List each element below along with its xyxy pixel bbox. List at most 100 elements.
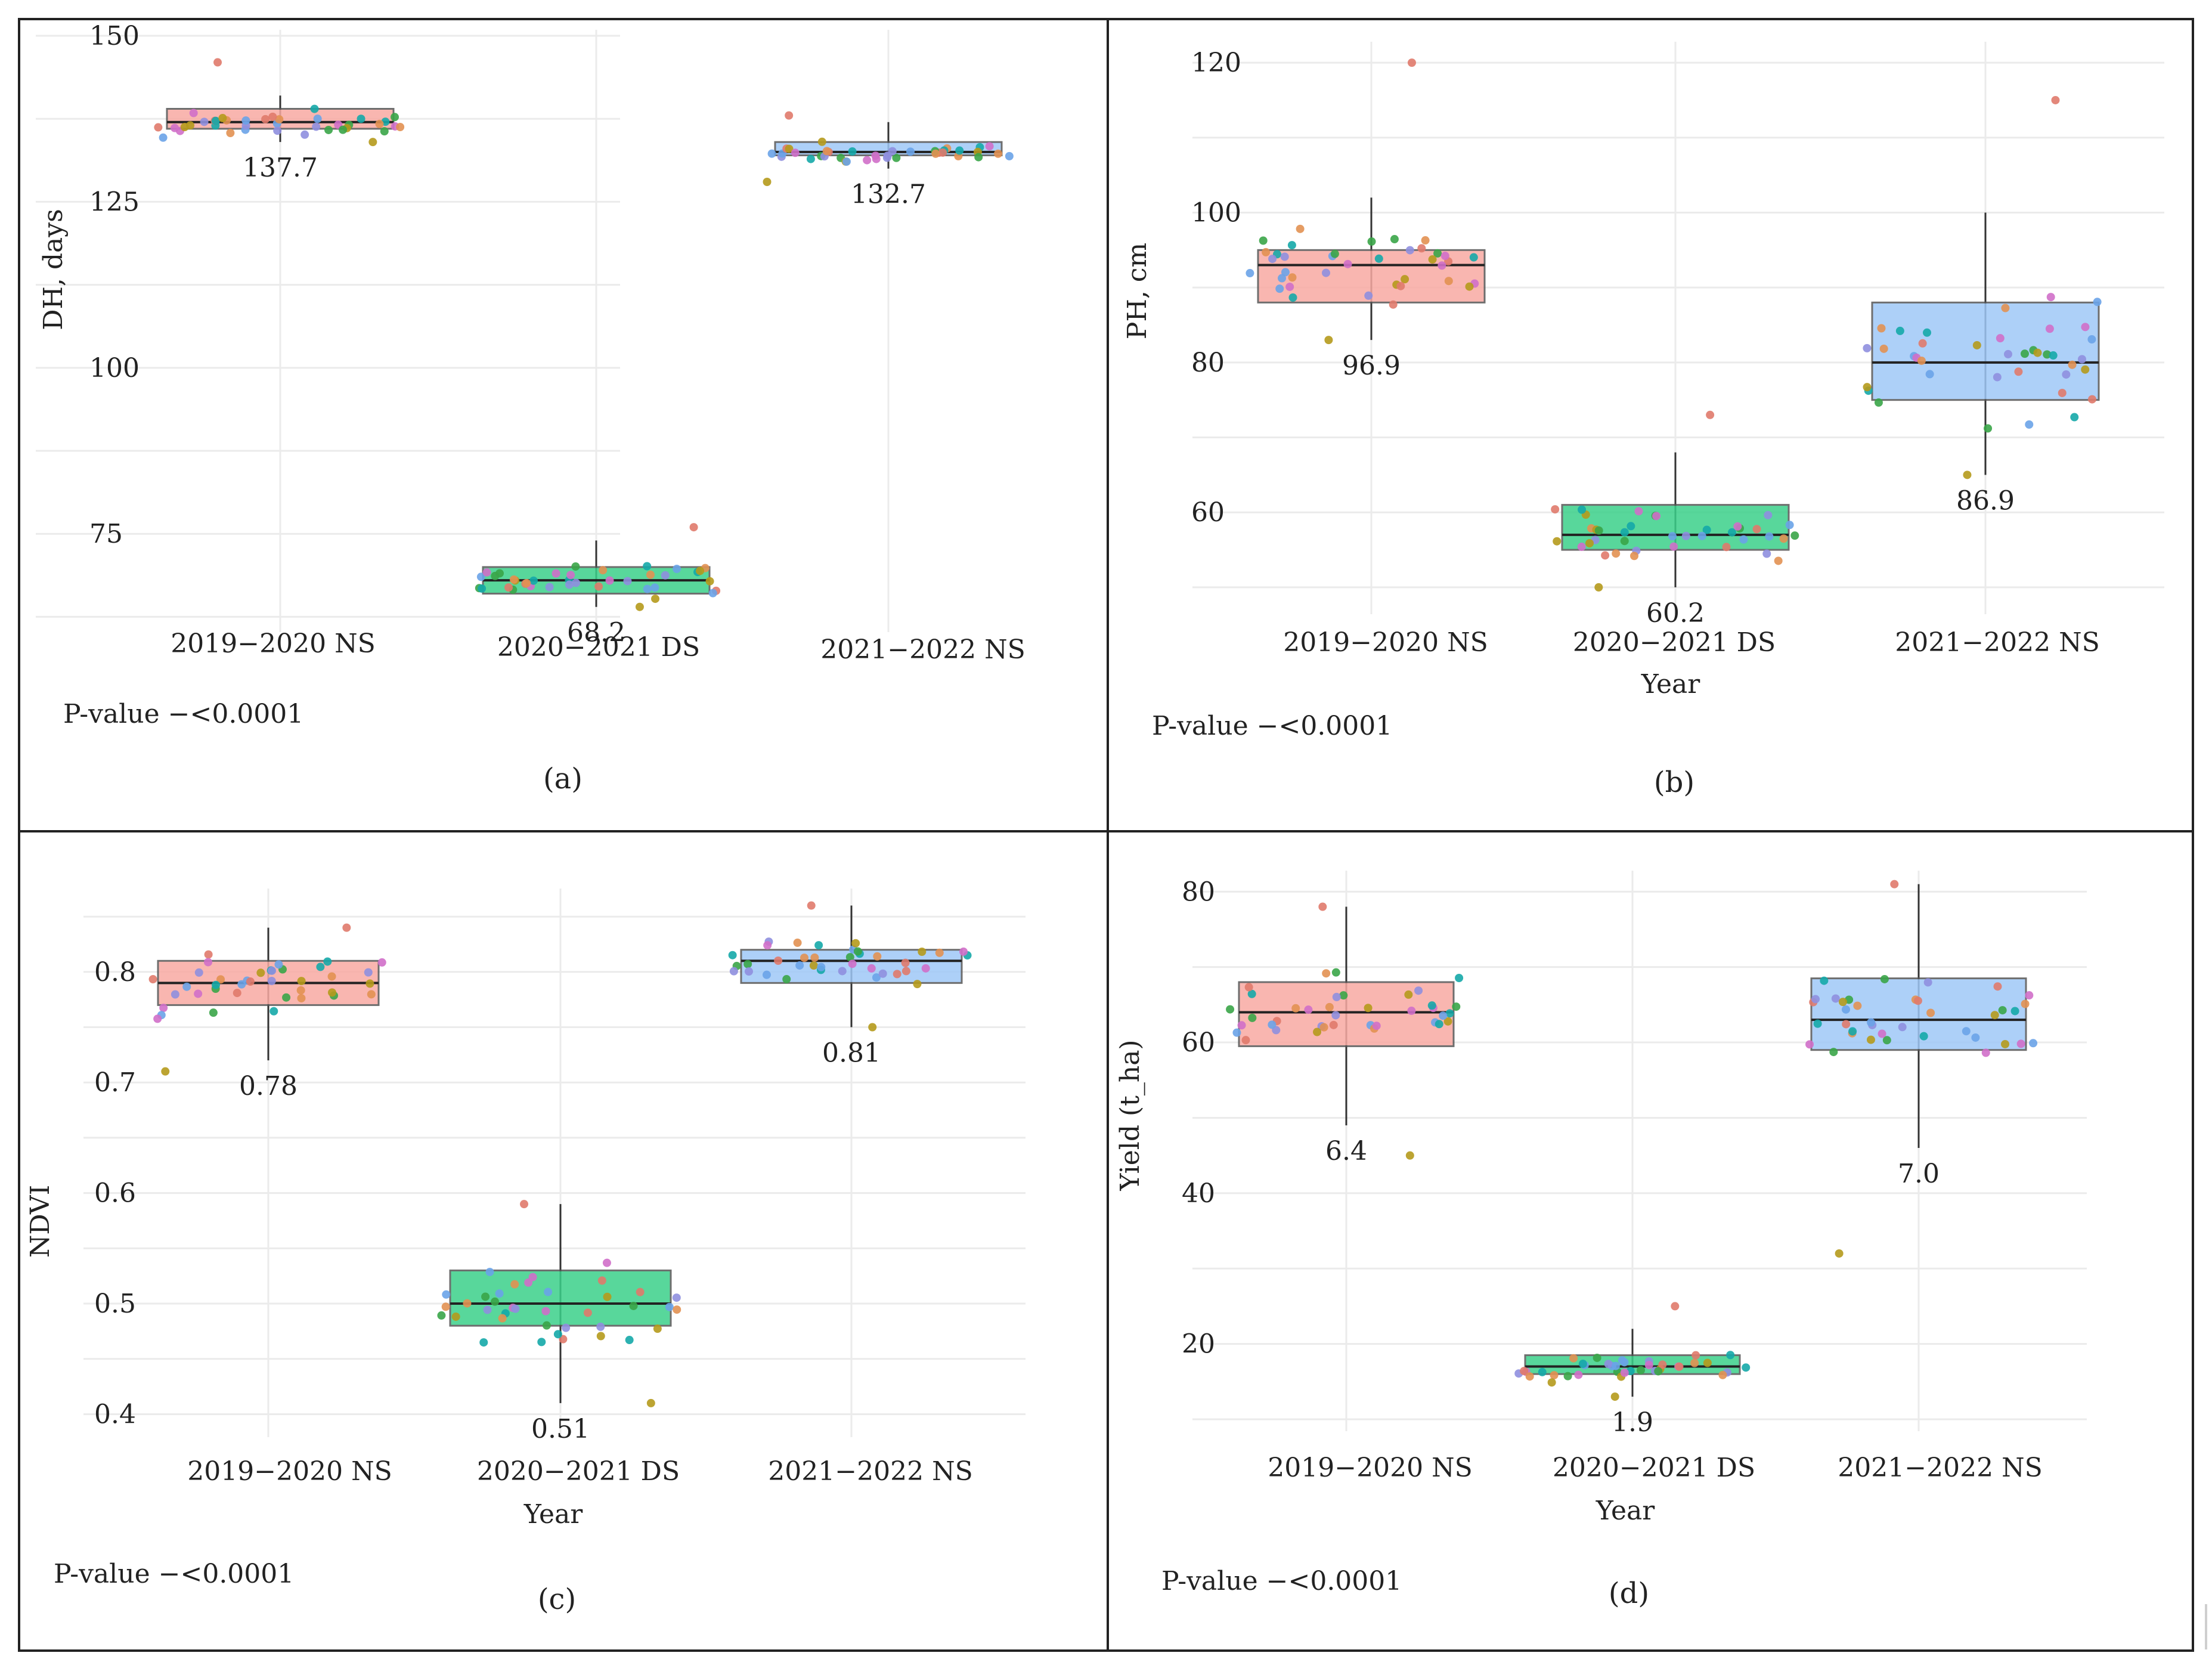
- data-point: [476, 572, 485, 581]
- box-mean-label: 137.7: [243, 153, 318, 183]
- data-point: [1842, 1020, 1851, 1029]
- data-point: [853, 947, 862, 956]
- data-point: [159, 1004, 168, 1013]
- panel-c-tag: (c): [538, 1583, 576, 1616]
- data-point: [2051, 95, 2060, 104]
- data-point: [1733, 522, 1742, 531]
- data-point: [605, 576, 614, 585]
- data-point: [297, 977, 306, 986]
- data-point: [1971, 1033, 1980, 1042]
- data-point: [541, 1307, 550, 1316]
- data-point: [1925, 370, 1934, 379]
- data-point: [650, 583, 659, 592]
- data-point: [1805, 1040, 1814, 1049]
- data-point: [955, 146, 964, 155]
- box-mean-label: 132.7: [851, 179, 926, 210]
- data-point: [1779, 534, 1788, 543]
- box-mean-label: 86.9: [1956, 485, 2015, 516]
- data-point: [498, 1314, 507, 1323]
- data-point: [1739, 535, 1748, 544]
- data-point: [1405, 246, 1414, 255]
- data-point: [511, 1304, 520, 1313]
- data-point: [873, 952, 882, 961]
- data-point: [892, 153, 901, 162]
- data-point: [2093, 298, 2102, 307]
- data-point: [774, 956, 783, 965]
- data-point: [1668, 532, 1677, 541]
- box-mean-label: 0.51: [531, 1414, 590, 1444]
- box-mean-label: 0.81: [822, 1038, 881, 1069]
- data-point: [171, 123, 179, 132]
- data-point: [1407, 1007, 1416, 1016]
- data-point: [651, 595, 660, 603]
- panel-d-category-1: 2019−2020 NS: [1268, 1453, 1472, 1483]
- data-point: [1895, 326, 1904, 335]
- data-point: [1318, 902, 1327, 911]
- data-point: [161, 1067, 170, 1076]
- data-point: [1981, 1048, 1990, 1057]
- data-point: [524, 1278, 533, 1287]
- data-point: [153, 1014, 162, 1023]
- data-point: [1577, 542, 1586, 551]
- data-point: [1593, 1353, 1601, 1362]
- data-point: [485, 1267, 494, 1276]
- data-point: [1325, 1002, 1334, 1011]
- y-tick-label: 100: [89, 353, 140, 383]
- data-point: [545, 583, 554, 592]
- data-point: [646, 570, 655, 579]
- y-tick-label: 40: [1182, 1178, 1215, 1209]
- data-point: [1268, 1020, 1277, 1029]
- data-point: [1652, 512, 1661, 521]
- data-point: [566, 571, 575, 580]
- data-point: [367, 990, 376, 999]
- data-point: [1917, 356, 1926, 365]
- data-point: [1594, 583, 1603, 592]
- data-point: [872, 973, 881, 982]
- data-point: [2043, 350, 2052, 359]
- data-point: [878, 969, 887, 978]
- data-point: [269, 1007, 278, 1016]
- panel-c-plot: 0.4 0.5 0.6 0.7 0.8 0.78 0.51 0.81: [83, 889, 1026, 1444]
- data-point: [1890, 880, 1899, 889]
- data-point: [672, 1293, 681, 1302]
- data-point: [705, 577, 714, 586]
- data-point: [901, 967, 910, 976]
- panel-a-tag: (a): [543, 762, 583, 796]
- data-point: [1691, 1351, 1700, 1360]
- data-point: [974, 153, 983, 162]
- data-point: [1438, 261, 1446, 270]
- data-point: [1612, 549, 1621, 558]
- data-point: [793, 938, 802, 947]
- data-point: [845, 953, 854, 962]
- data-point: [1401, 275, 1409, 284]
- data-point: [237, 980, 246, 989]
- data-point: [368, 138, 377, 147]
- data-point: [2087, 335, 2096, 344]
- data-point: [1331, 1011, 1340, 1020]
- data-point: [1421, 236, 1430, 245]
- data-point: [1877, 324, 1886, 333]
- data-point: [1372, 1022, 1381, 1030]
- data-point: [2058, 388, 2067, 397]
- data-point: [2001, 1039, 2010, 1048]
- data-point: [1574, 1370, 1583, 1379]
- data-point: [2016, 1039, 2025, 1048]
- data-point: [2081, 323, 2090, 332]
- data-point: [868, 1023, 877, 1032]
- data-point: [848, 147, 857, 156]
- data-point: [1578, 1360, 1587, 1369]
- data-point: [867, 964, 876, 973]
- data-point: [817, 137, 826, 146]
- data-point: [357, 114, 365, 123]
- data-point: [1324, 336, 1333, 345]
- data-point: [391, 113, 399, 122]
- data-point: [1654, 1367, 1663, 1376]
- data-point: [673, 1305, 681, 1314]
- data-point: [629, 1301, 638, 1310]
- data-point: [959, 947, 968, 956]
- data-point: [636, 1287, 645, 1296]
- data-point: [594, 582, 603, 591]
- data-point: [994, 149, 1003, 158]
- data-point: [1465, 282, 1474, 291]
- data-point: [2025, 991, 2034, 1000]
